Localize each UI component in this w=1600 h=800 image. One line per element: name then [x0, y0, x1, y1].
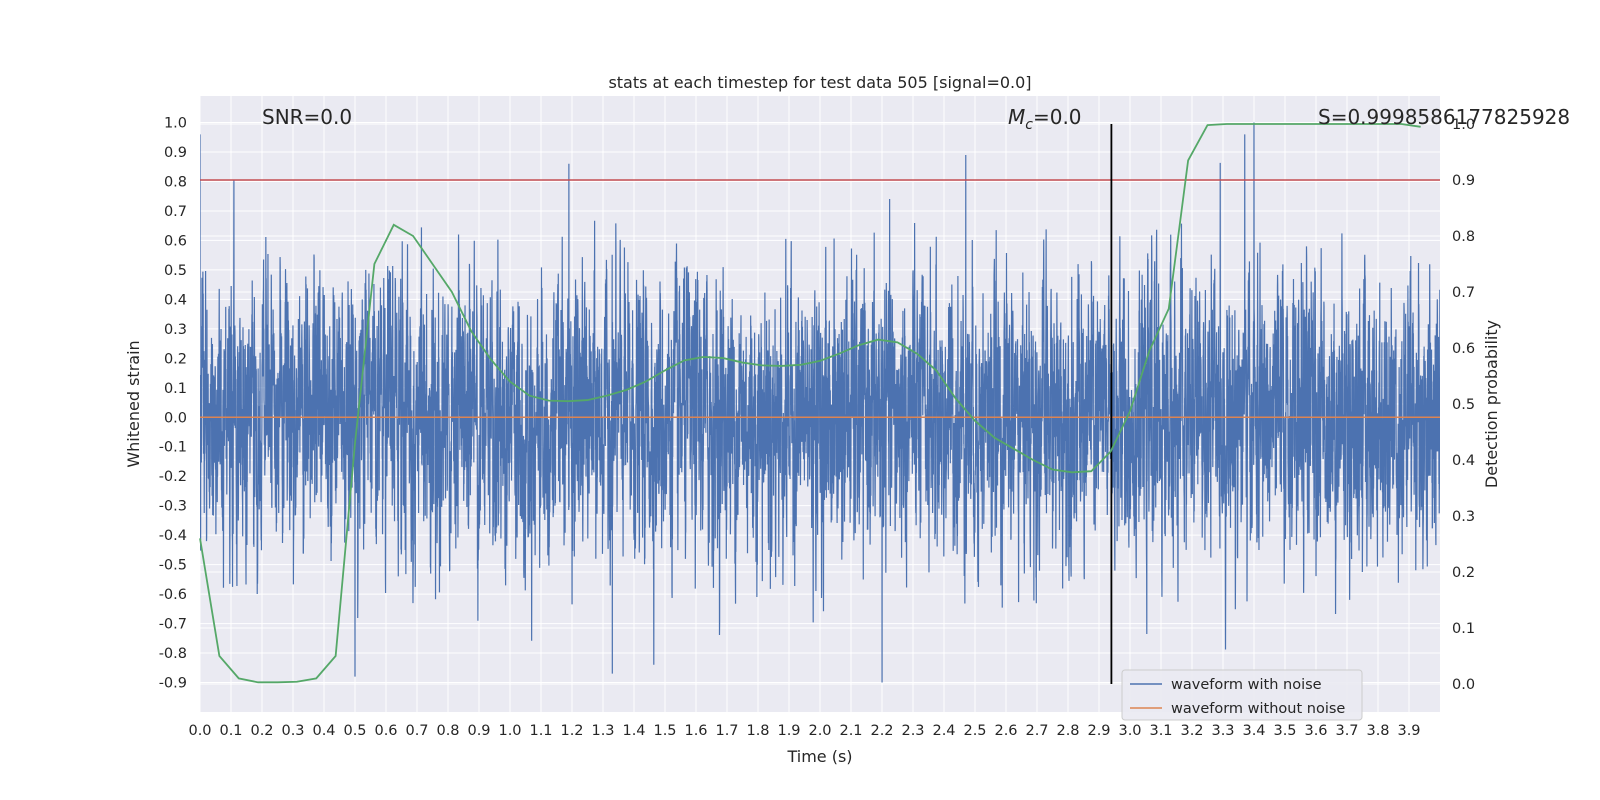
y-tick-label: 1.0: [164, 116, 187, 132]
x-tick-label: 3.8: [1366, 723, 1389, 739]
x-tick-label: 3.6: [1304, 723, 1327, 739]
y-tick-label: 0.2: [164, 351, 187, 367]
y-tick-label: 0.4: [164, 292, 187, 308]
x-tick-label: 2.5: [963, 723, 986, 739]
y2-tick-label: 0.8: [1452, 229, 1475, 245]
y-tick-label: 0.9: [164, 145, 187, 161]
x-tick-label: 1.9: [777, 723, 800, 739]
x-tick-label: 1.7: [715, 723, 738, 739]
x-tick-label: 2.7: [1025, 723, 1048, 739]
y-tick-label: 0.1: [164, 381, 187, 397]
x-tick-label: 0.1: [219, 723, 242, 739]
x-tick-label: 3.0: [1118, 723, 1141, 739]
annotation-chirp-mass-subscript: c: [1025, 117, 1033, 133]
x-tick-label: 2.3: [901, 723, 924, 739]
x-tick-label: 3.7: [1335, 723, 1358, 739]
y-tick-label: 0.7: [164, 204, 187, 220]
annotation-chirp-mass-symbol: M: [1008, 105, 1025, 129]
y-tick-label: 0.3: [164, 322, 187, 338]
x-tick-label: 1.6: [684, 723, 707, 739]
y2-tick-label: 0.1: [1452, 621, 1475, 637]
y-tick-label: -0.5: [159, 558, 187, 574]
annotation-chirp-mass-value: =0.0: [1033, 105, 1082, 129]
legend-label-clean: waveform without noise: [1171, 701, 1345, 717]
x-tick-label: 1.4: [622, 723, 645, 739]
y2-tick-label: 0.4: [1452, 453, 1475, 469]
y-tick-label: 0.0: [164, 410, 187, 426]
chart-title: stats at each timestep for test data 505…: [608, 73, 1031, 92]
grid: [199, 96, 1440, 712]
x-tick-label: 3.4: [1242, 723, 1265, 739]
legend-label-noise: waveform with noise: [1171, 677, 1322, 693]
x-tick-label: 2.9: [1087, 723, 1110, 739]
y2-tick-label: 0.9: [1452, 173, 1475, 189]
x-tick-label: 0.7: [405, 723, 428, 739]
reference-lines: [200, 124, 1440, 684]
y2-tick-label: 0.7: [1452, 285, 1475, 301]
y2-tick-label: 0.2: [1452, 565, 1475, 581]
x-tick-label: 1.3: [591, 723, 614, 739]
y2-tick-label: 0.0: [1452, 677, 1475, 693]
annotation-detection-score-text: S=0.9998586177825928: [1318, 105, 1570, 129]
y2-axis-label: Detection probability: [1482, 320, 1501, 488]
x-tick-label: 1.5: [653, 723, 676, 739]
y-axis-ticks: 1.0 0.9 0.8 0.7 0.6 0.5 0.4 0.3 0.2 0.1 0.0 -0.1 -0.…: [159, 116, 187, 692]
x-tick-label: 1.1: [529, 723, 552, 739]
legend-box: [1121, 669, 1363, 721]
x-tick-label: 3.5: [1273, 723, 1296, 739]
x-tick-label: 1.0: [498, 723, 521, 739]
noise-line: [200, 122, 1440, 683]
y2-axis-ticks: 1.0 0.9 0.8 0.7 0.6 0.5 0.4 0.3 0.2 0.1 0.0: [1452, 117, 1475, 693]
x-axis-label: Time (s): [786, 747, 852, 766]
x-axis-ticks: 0.0 0.1 0.2 0.3 0.4 0.5 0.6 0.7 0.8 0.9 1.0 1.1 1.2 1…: [188, 723, 1420, 739]
x-tick-label: 1.8: [746, 723, 769, 739]
x-tick-label: 2.0: [808, 723, 831, 739]
x-tick-label: 0.9: [467, 723, 490, 739]
y-tick-label: -0.9: [159, 676, 187, 692]
y-tick-label: 0.5: [164, 263, 187, 279]
y-tick-label: -0.4: [159, 528, 187, 544]
annotation-snr: SNR=0.0: [262, 105, 352, 129]
x-tick-label: 0.4: [312, 723, 335, 739]
x-tick-label: 2.1: [839, 723, 862, 739]
y-tick-label: -0.2: [159, 469, 187, 485]
y2-tick-label: 0.6: [1452, 341, 1475, 357]
x-tick-label: 2.2: [870, 723, 893, 739]
y2-tick-label: 1.0: [1452, 117, 1475, 133]
y2-tick-label: 0.3: [1452, 509, 1475, 525]
series-detection-probability: [199, 123, 1421, 684]
series-waveform-with-noise: [200, 122, 1440, 683]
y-tick-label: -0.6: [159, 587, 187, 603]
y-tick-label: 0.6: [164, 233, 187, 249]
x-tick-label: 3.9: [1397, 723, 1420, 739]
x-tick-label: 0.3: [281, 723, 304, 739]
x-tick-label: 0.6: [374, 723, 397, 739]
y-tick-label: -0.8: [159, 646, 187, 662]
x-tick-label: 2.4: [932, 723, 955, 739]
x-tick-label: 2.8: [1056, 723, 1079, 739]
legend: waveform with noise waveform without noi…: [1121, 669, 1363, 721]
x-tick-label: 0.0: [188, 723, 211, 739]
x-tick-label: 1.2: [560, 723, 583, 739]
y2-tick-label: 0.5: [1452, 397, 1475, 413]
annotation-chirp-mass: Mc=0.0: [1008, 105, 1082, 133]
x-tick-label: 3.1: [1149, 723, 1172, 739]
annotation-detection-score: S=0.9998586177825928: [1318, 105, 1570, 129]
x-tick-label: 2.6: [994, 723, 1017, 739]
y-tick-label: -0.3: [159, 499, 187, 515]
y-axis-label: Whitened strain: [124, 340, 143, 467]
y-tick-label: 0.8: [164, 174, 187, 190]
x-tick-label: 0.8: [436, 723, 459, 739]
probability-line: [199, 123, 1421, 684]
y-tick-label: -0.7: [159, 617, 187, 633]
x-tick-label: 3.2: [1180, 723, 1203, 739]
x-tick-label: 0.2: [250, 723, 273, 739]
y-tick-label: -0.1: [159, 440, 187, 456]
x-tick-label: 3.3: [1211, 723, 1234, 739]
x-tick-label: 0.5: [343, 723, 366, 739]
